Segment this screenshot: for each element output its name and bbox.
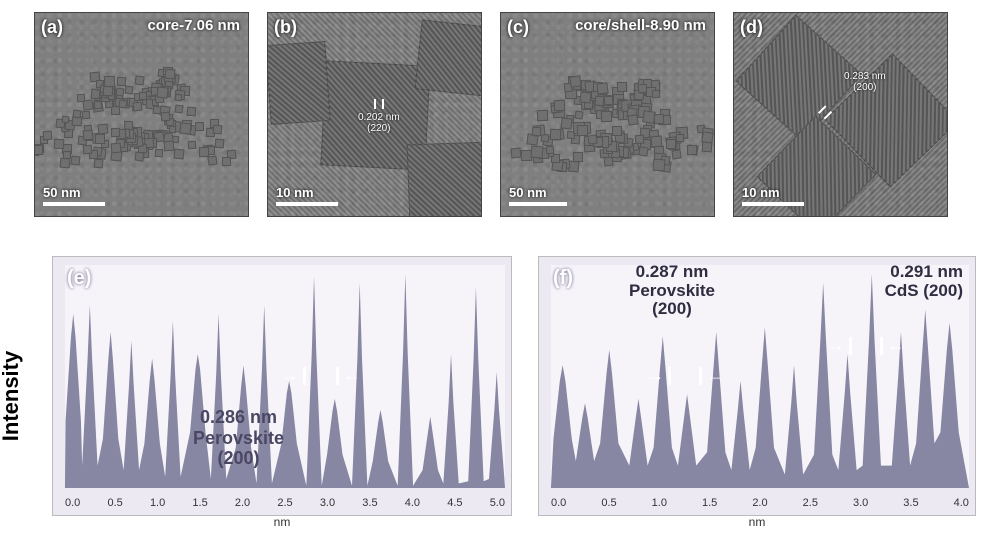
annot-label: CdS (200) (885, 281, 963, 300)
annotation-cds: 0.291 nm CdS (200) (885, 263, 963, 300)
lattice-plane: (220) (367, 123, 390, 134)
annot-value: 0.291 nm (890, 262, 963, 281)
panel-label: (f) (553, 267, 573, 290)
scale-bar-line (43, 202, 105, 206)
tem-panel-d: (d) 0.283 nm (200) 10 nm (733, 12, 948, 217)
tem-title: core/shell-8.90 nm (575, 17, 706, 34)
scale-bar-line (509, 202, 567, 206)
lattice-annotation: 0.202 nm (220) (358, 99, 400, 134)
annot-label: Perovskite (629, 281, 715, 300)
scale-bar-line (742, 202, 804, 206)
panel-label: (c) (507, 17, 529, 38)
tem-title: core-7.06 nm (147, 17, 240, 34)
spacing-arrows: → ← (281, 365, 361, 386)
y-axis-label: Intensity (0, 296, 24, 496)
profile-plot-f: (f) → ← → ← 0.287 nm Perovskite (200) 0.… (538, 256, 976, 516)
lattice-annotation: 0.283 nm (200) (844, 71, 886, 93)
hr-cube (415, 20, 482, 97)
scale-text: 50 nm (509, 185, 547, 200)
x-ticks: 0.00.51.01.52.02.53.03.54.0 (551, 497, 969, 509)
tem-panel-a: (a) core-7.06 nm 50 nm (34, 12, 249, 217)
x-ticks: 0.00.51.01.52.02.53.03.54.04.55.0 (65, 497, 505, 509)
scale-bar: 50 nm (509, 185, 567, 206)
scale-bar: 50 nm (43, 185, 105, 206)
spacing-arrows: → ← (827, 335, 905, 356)
annot-label: Perovskite (193, 428, 284, 448)
panel-label: (e) (67, 267, 91, 290)
annotation-perovskite: 0.287 nm Perovskite (200) (629, 263, 715, 319)
profile-plot-e: (e) → ← 0.286 nm Perovskite (200) 0.00.5… (52, 256, 512, 516)
panel-label: (a) (41, 17, 63, 38)
annot-value: 0.286 nm (200, 407, 277, 427)
panel-label: (b) (274, 17, 297, 38)
tem-panel-c: (c) core/shell-8.90 nm 50 nm (500, 12, 715, 217)
scale-text: 50 nm (43, 185, 81, 200)
scale-bar: 10 nm (276, 185, 338, 206)
hr-cube (407, 142, 482, 217)
lattice-value: 0.283 nm (844, 71, 886, 82)
tem-panel-b: (b) 0.202 nm (220) 10 nm (267, 12, 482, 217)
annot-value: 0.287 nm (636, 262, 709, 281)
x-axis-unit: nm (274, 515, 291, 529)
hr-cube (267, 41, 331, 125)
annot-plane: (200) (652, 299, 692, 318)
scale-text: 10 nm (742, 185, 780, 200)
panel-label: (d) (740, 17, 763, 38)
annot-plane: (200) (218, 448, 260, 468)
lattice-plane: (200) (853, 82, 876, 93)
profile-svg (53, 257, 511, 516)
scale-text: 10 nm (276, 185, 314, 200)
spacing-arrows: → ← (646, 365, 724, 386)
profiles-row: Intensity (e) → ← 0.286 nm Perovskite (2… (0, 256, 1000, 546)
tem-row: (a) core-7.06 nm 50 nm (b) 0.202 nm (220… (34, 12, 948, 217)
annotation-perovskite: 0.286 nm Perovskite (200) (193, 407, 284, 469)
lattice-value: 0.202 nm (358, 112, 400, 123)
scale-bar-line (276, 202, 338, 206)
x-axis-unit: nm (749, 515, 766, 529)
scale-bar: 10 nm (742, 185, 804, 206)
